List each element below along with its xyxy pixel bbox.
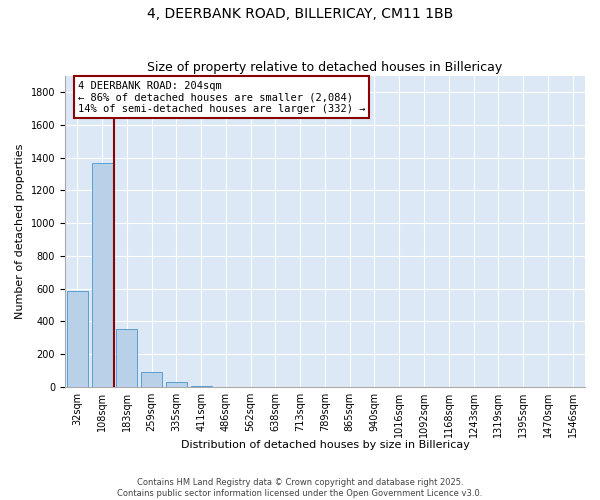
Bar	[92, 162, 113, 387]
Y-axis label: Number of detached properties: Number of detached properties	[15, 144, 25, 319]
Bar	[67, 292, 88, 387]
Bar	[191, 386, 212, 387]
Text: Contains HM Land Registry data © Crown copyright and database right 2025.
Contai: Contains HM Land Registry data © Crown c…	[118, 478, 482, 498]
X-axis label: Distribution of detached houses by size in Billericay: Distribution of detached houses by size …	[181, 440, 469, 450]
Bar	[166, 382, 187, 387]
Title: Size of property relative to detached houses in Billericay: Size of property relative to detached ho…	[148, 62, 503, 74]
Text: 4 DEERBANK ROAD: 204sqm
← 86% of detached houses are smaller (2,084)
14% of semi: 4 DEERBANK ROAD: 204sqm ← 86% of detache…	[78, 80, 365, 114]
Bar	[141, 372, 162, 387]
Bar	[116, 330, 137, 387]
Text: 4, DEERBANK ROAD, BILLERICAY, CM11 1BB: 4, DEERBANK ROAD, BILLERICAY, CM11 1BB	[147, 8, 453, 22]
